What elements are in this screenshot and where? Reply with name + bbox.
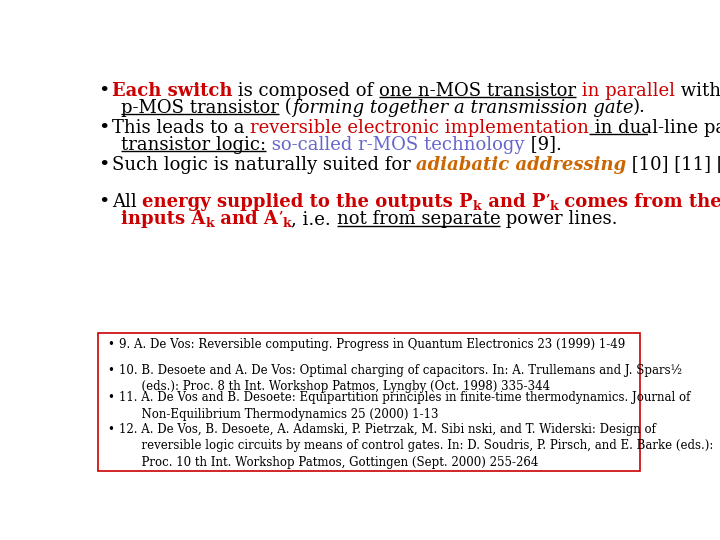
Text: adiabatic addressing: adiabatic addressing xyxy=(416,156,626,173)
Text: inputs A: inputs A xyxy=(121,210,205,228)
Text: k: k xyxy=(549,200,558,213)
Text: transistor logic:: transistor logic: xyxy=(121,136,266,153)
Text: •: • xyxy=(98,193,109,211)
Text: 10. B. Desoete and A. De Vos: Optimal charging of capacitors. In: A. Trullemans : 10. B. Desoete and A. De Vos: Optimal ch… xyxy=(120,363,683,393)
Text: in parallel: in parallel xyxy=(576,82,675,99)
Text: ’: ’ xyxy=(545,194,549,207)
Text: 12. A. De Vos, B. Desoete, A. Adamski, P. Pietrzak, M. Sibi nski, and T. Widersk: 12. A. De Vos, B. Desoete, A. Adamski, P… xyxy=(120,423,714,469)
Text: All: All xyxy=(112,193,142,211)
Text: , i.e.: , i.e. xyxy=(291,210,337,228)
Text: energy supplied to the outputs P: energy supplied to the outputs P xyxy=(142,193,473,211)
Text: 9. A. De Vos: Reversible computing. Progress in Quantum Electronics 23 (1999) 1-: 9. A. De Vos: Reversible computing. Prog… xyxy=(120,338,626,351)
Text: [10] [11] [12].: [10] [11] [12]. xyxy=(626,156,720,173)
Text: (: ( xyxy=(279,98,292,117)
Text: •: • xyxy=(107,363,114,376)
Text: •: • xyxy=(107,338,114,351)
Text: comes from the: comes from the xyxy=(558,193,720,211)
Text: [9].: [9]. xyxy=(525,136,562,153)
Text: in dual-line pass-: in dual-line pass- xyxy=(589,119,720,137)
Text: 11. A. De Vos and B. Desoete: Equipartition principles in finite-time thermodyna: 11. A. De Vos and B. Desoete: Equipartit… xyxy=(120,392,690,421)
Text: and A: and A xyxy=(214,210,278,228)
Text: power lines.: power lines. xyxy=(500,210,618,228)
Text: •: • xyxy=(107,423,114,436)
Text: k: k xyxy=(473,200,482,213)
Text: •: • xyxy=(107,392,114,404)
Text: is composed of: is composed of xyxy=(232,82,379,99)
Text: p-MOS transistor: p-MOS transistor xyxy=(121,98,279,117)
Text: k: k xyxy=(282,217,291,230)
Text: one n-MOS transistor: one n-MOS transistor xyxy=(379,82,576,99)
Text: and P: and P xyxy=(482,193,545,211)
Text: not from separate: not from separate xyxy=(337,210,500,228)
Text: •: • xyxy=(98,119,109,137)
Text: k: k xyxy=(205,217,214,230)
Text: •: • xyxy=(98,156,109,173)
FancyBboxPatch shape xyxy=(98,333,640,471)
Text: reversible electronic implementation: reversible electronic implementation xyxy=(250,119,589,137)
Text: ’: ’ xyxy=(278,211,282,224)
Text: so-called r-MOS technology: so-called r-MOS technology xyxy=(266,136,525,153)
Text: •: • xyxy=(98,82,109,99)
Text: ).: ). xyxy=(633,98,646,117)
Text: with: with xyxy=(675,82,720,99)
Text: Each switch: Each switch xyxy=(112,82,232,99)
Text: forming together a transmission gate: forming together a transmission gate xyxy=(292,98,633,117)
Text: Such logic is naturally suited for: Such logic is naturally suited for xyxy=(112,156,416,173)
Text: This leads to a: This leads to a xyxy=(112,119,250,137)
